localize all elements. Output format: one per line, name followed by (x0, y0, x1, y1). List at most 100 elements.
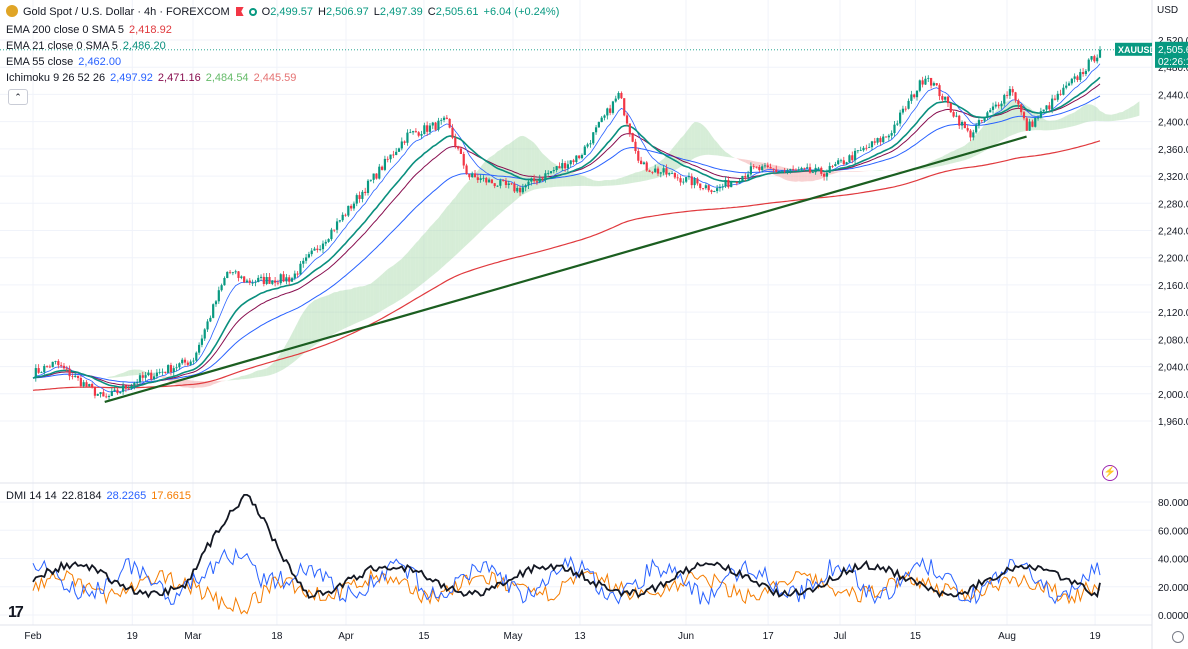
candle-body (442, 117, 446, 120)
kumo-segment (714, 139, 718, 156)
candle-body (507, 183, 510, 185)
dmi-legend[interactable]: DMI 14 14 22.8184 28.2265 17.6615 (6, 489, 196, 503)
kumo-segment (244, 374, 247, 380)
candle-body (803, 167, 806, 169)
ema55-legend[interactable]: EMA 55 close 2,462.00 (6, 55, 126, 69)
symbol-title[interactable]: Gold Spot / U.S. Dollar · 4h · FOREXCOM (23, 6, 230, 18)
collapse-legend-button[interactable]: ⌃ (8, 89, 28, 105)
kumo-segment (1060, 117, 1064, 129)
kumo-segment (207, 381, 211, 387)
candle-body (991, 106, 995, 110)
kumo-segment (697, 122, 701, 157)
kumo-segment (246, 374, 250, 379)
candle-body (955, 115, 958, 117)
ema200-legend[interactable]: EMA 200 close 0 SMA 5 2,418.92 (6, 23, 177, 37)
candle-body (74, 375, 77, 377)
price-tick-label: 2,040.00 (1158, 363, 1188, 374)
candle-body (203, 329, 206, 339)
gold-symbol-icon (6, 5, 18, 17)
candle-body (575, 155, 578, 163)
kumo-segment (1100, 110, 1103, 122)
dmi-tick-label: 0.0000 (1158, 611, 1188, 622)
open-value: 2,499.57 (270, 6, 314, 18)
candle-body (243, 276, 246, 283)
dmi-label: DMI 14 14 (6, 490, 57, 502)
kumo-segment (475, 170, 478, 237)
kumo-segment (1114, 113, 1117, 121)
candle-body (257, 277, 260, 282)
ichimoku-legend[interactable]: Ichimoku 9 26 52 26 2,497.92 2,471.16 2,484… (6, 71, 301, 85)
candle-body (60, 365, 63, 366)
candle-body (758, 166, 761, 171)
candle-body (687, 176, 691, 178)
candle-body (378, 166, 381, 179)
high-value: 2,506.97 (325, 6, 369, 18)
candle-body (1067, 83, 1071, 86)
candle-body (91, 384, 94, 388)
candle-body (226, 271, 229, 278)
candle-body (994, 104, 997, 107)
candle-body (1003, 95, 1006, 104)
kumo-segment (483, 160, 487, 229)
candle-body (690, 176, 693, 186)
kumo-segment (455, 193, 459, 256)
kumo-segment (612, 179, 616, 186)
price-tick-label: 2,480.00 (1158, 63, 1188, 74)
dmi-plus-line (32, 547, 1101, 606)
candle-body (1084, 70, 1088, 75)
price-tick-label: 2,400.00 (1158, 118, 1188, 129)
kumo-segment (570, 172, 574, 187)
ema200-line (32, 140, 1101, 391)
ichimoku-span-b: 2,445.59 (253, 72, 297, 84)
kumo-segment (638, 171, 642, 182)
candle-body (161, 371, 164, 373)
kumo-segment (489, 155, 492, 224)
candle-body (324, 241, 327, 244)
kumo-segment (635, 172, 639, 183)
kumo-segment (745, 159, 749, 164)
ema21-legend[interactable]: EMA 21 close 0 SMA 5 2,486.20 (6, 39, 171, 53)
candle-body (299, 263, 302, 275)
kumo-segment (618, 177, 622, 185)
settings-icon[interactable] (1172, 631, 1184, 643)
candle-body (88, 384, 91, 387)
candle-body (186, 362, 189, 365)
candle-body (127, 388, 130, 390)
kumo-segment (964, 143, 968, 161)
candle-body (915, 90, 919, 98)
candle-body (997, 104, 1000, 107)
candle-body (1096, 57, 1099, 62)
kumo-segment (1102, 112, 1106, 122)
candle-body (293, 273, 296, 279)
candle-body (62, 365, 66, 369)
candle-body (448, 118, 451, 128)
tradingview-logo[interactable]: 17 (8, 604, 24, 621)
flag-icon[interactable] (235, 7, 244, 16)
candle-body (1093, 56, 1096, 62)
candle-body (977, 120, 981, 126)
candle-body (1098, 49, 1102, 58)
trendline[interactable] (104, 135, 1027, 404)
candle-body (549, 171, 553, 174)
candle-body (51, 361, 54, 368)
ema21-label: EMA 21 close 0 SMA 5 (6, 40, 118, 52)
candle-body (510, 183, 513, 185)
dmi-adx-line (32, 493, 1101, 599)
kumo-segment (1069, 113, 1072, 128)
candle-body (1034, 117, 1037, 127)
kumo-segment (458, 189, 461, 253)
currency-label[interactable]: USD (1157, 5, 1179, 16)
candle-body (870, 141, 874, 148)
candle-body (85, 382, 88, 387)
kumo-segment (995, 107, 999, 145)
flash-icon[interactable]: ⚡ (1102, 465, 1118, 481)
candle-body (189, 361, 192, 365)
candle-body (521, 187, 524, 193)
dmi-tick-label: 80.0000 (1158, 498, 1188, 509)
kumo-segment (139, 369, 143, 375)
candle-body (676, 177, 679, 179)
kumo-segment (1122, 110, 1126, 120)
kumo-segment (314, 299, 318, 346)
